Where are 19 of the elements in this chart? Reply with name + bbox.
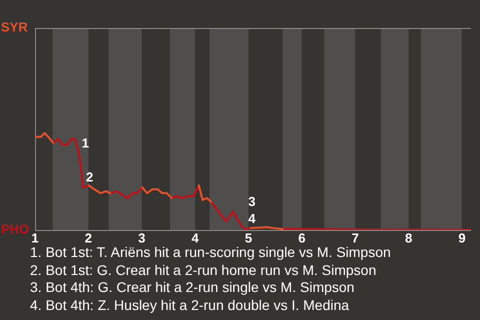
- x-tick-label: 8: [404, 230, 412, 246]
- annotation: 1: [82, 135, 89, 150]
- text: 4. Bot 4th: Z. Husley hit a 2-run double vs I. Medina: [30, 296, 350, 314]
- annotation: 2: [86, 169, 94, 184]
- x-tick-label: 1: [31, 230, 39, 246]
- annotation: 4: [248, 211, 256, 226]
- x-tick-label: 3: [138, 230, 146, 246]
- x-tick-label: 7: [352, 230, 359, 246]
- x-tick-label: 4: [191, 230, 200, 246]
- text: 2. Bot 1st: G. Crear hit a 2-run home run vs M. Simpson: [30, 262, 378, 279]
- x-tick-label: 6: [298, 230, 306, 246]
- text: 3. Bot 4th: G. Crear hit a 2-run single vs M. Simpson: [30, 279, 356, 296]
- x-tick-label: 5: [244, 230, 252, 246]
- x-tick-label: 9: [458, 230, 466, 246]
- text: 1. Bot 1st: T. Ariëns hit a run-scoring single vs M. Simpson: [30, 244, 391, 262]
- annotation: 3: [248, 194, 256, 210]
- text: PHO: [1, 222, 30, 237]
- text: SYR: [1, 20, 28, 35]
- x-tick-label: 2: [84, 230, 92, 246]
